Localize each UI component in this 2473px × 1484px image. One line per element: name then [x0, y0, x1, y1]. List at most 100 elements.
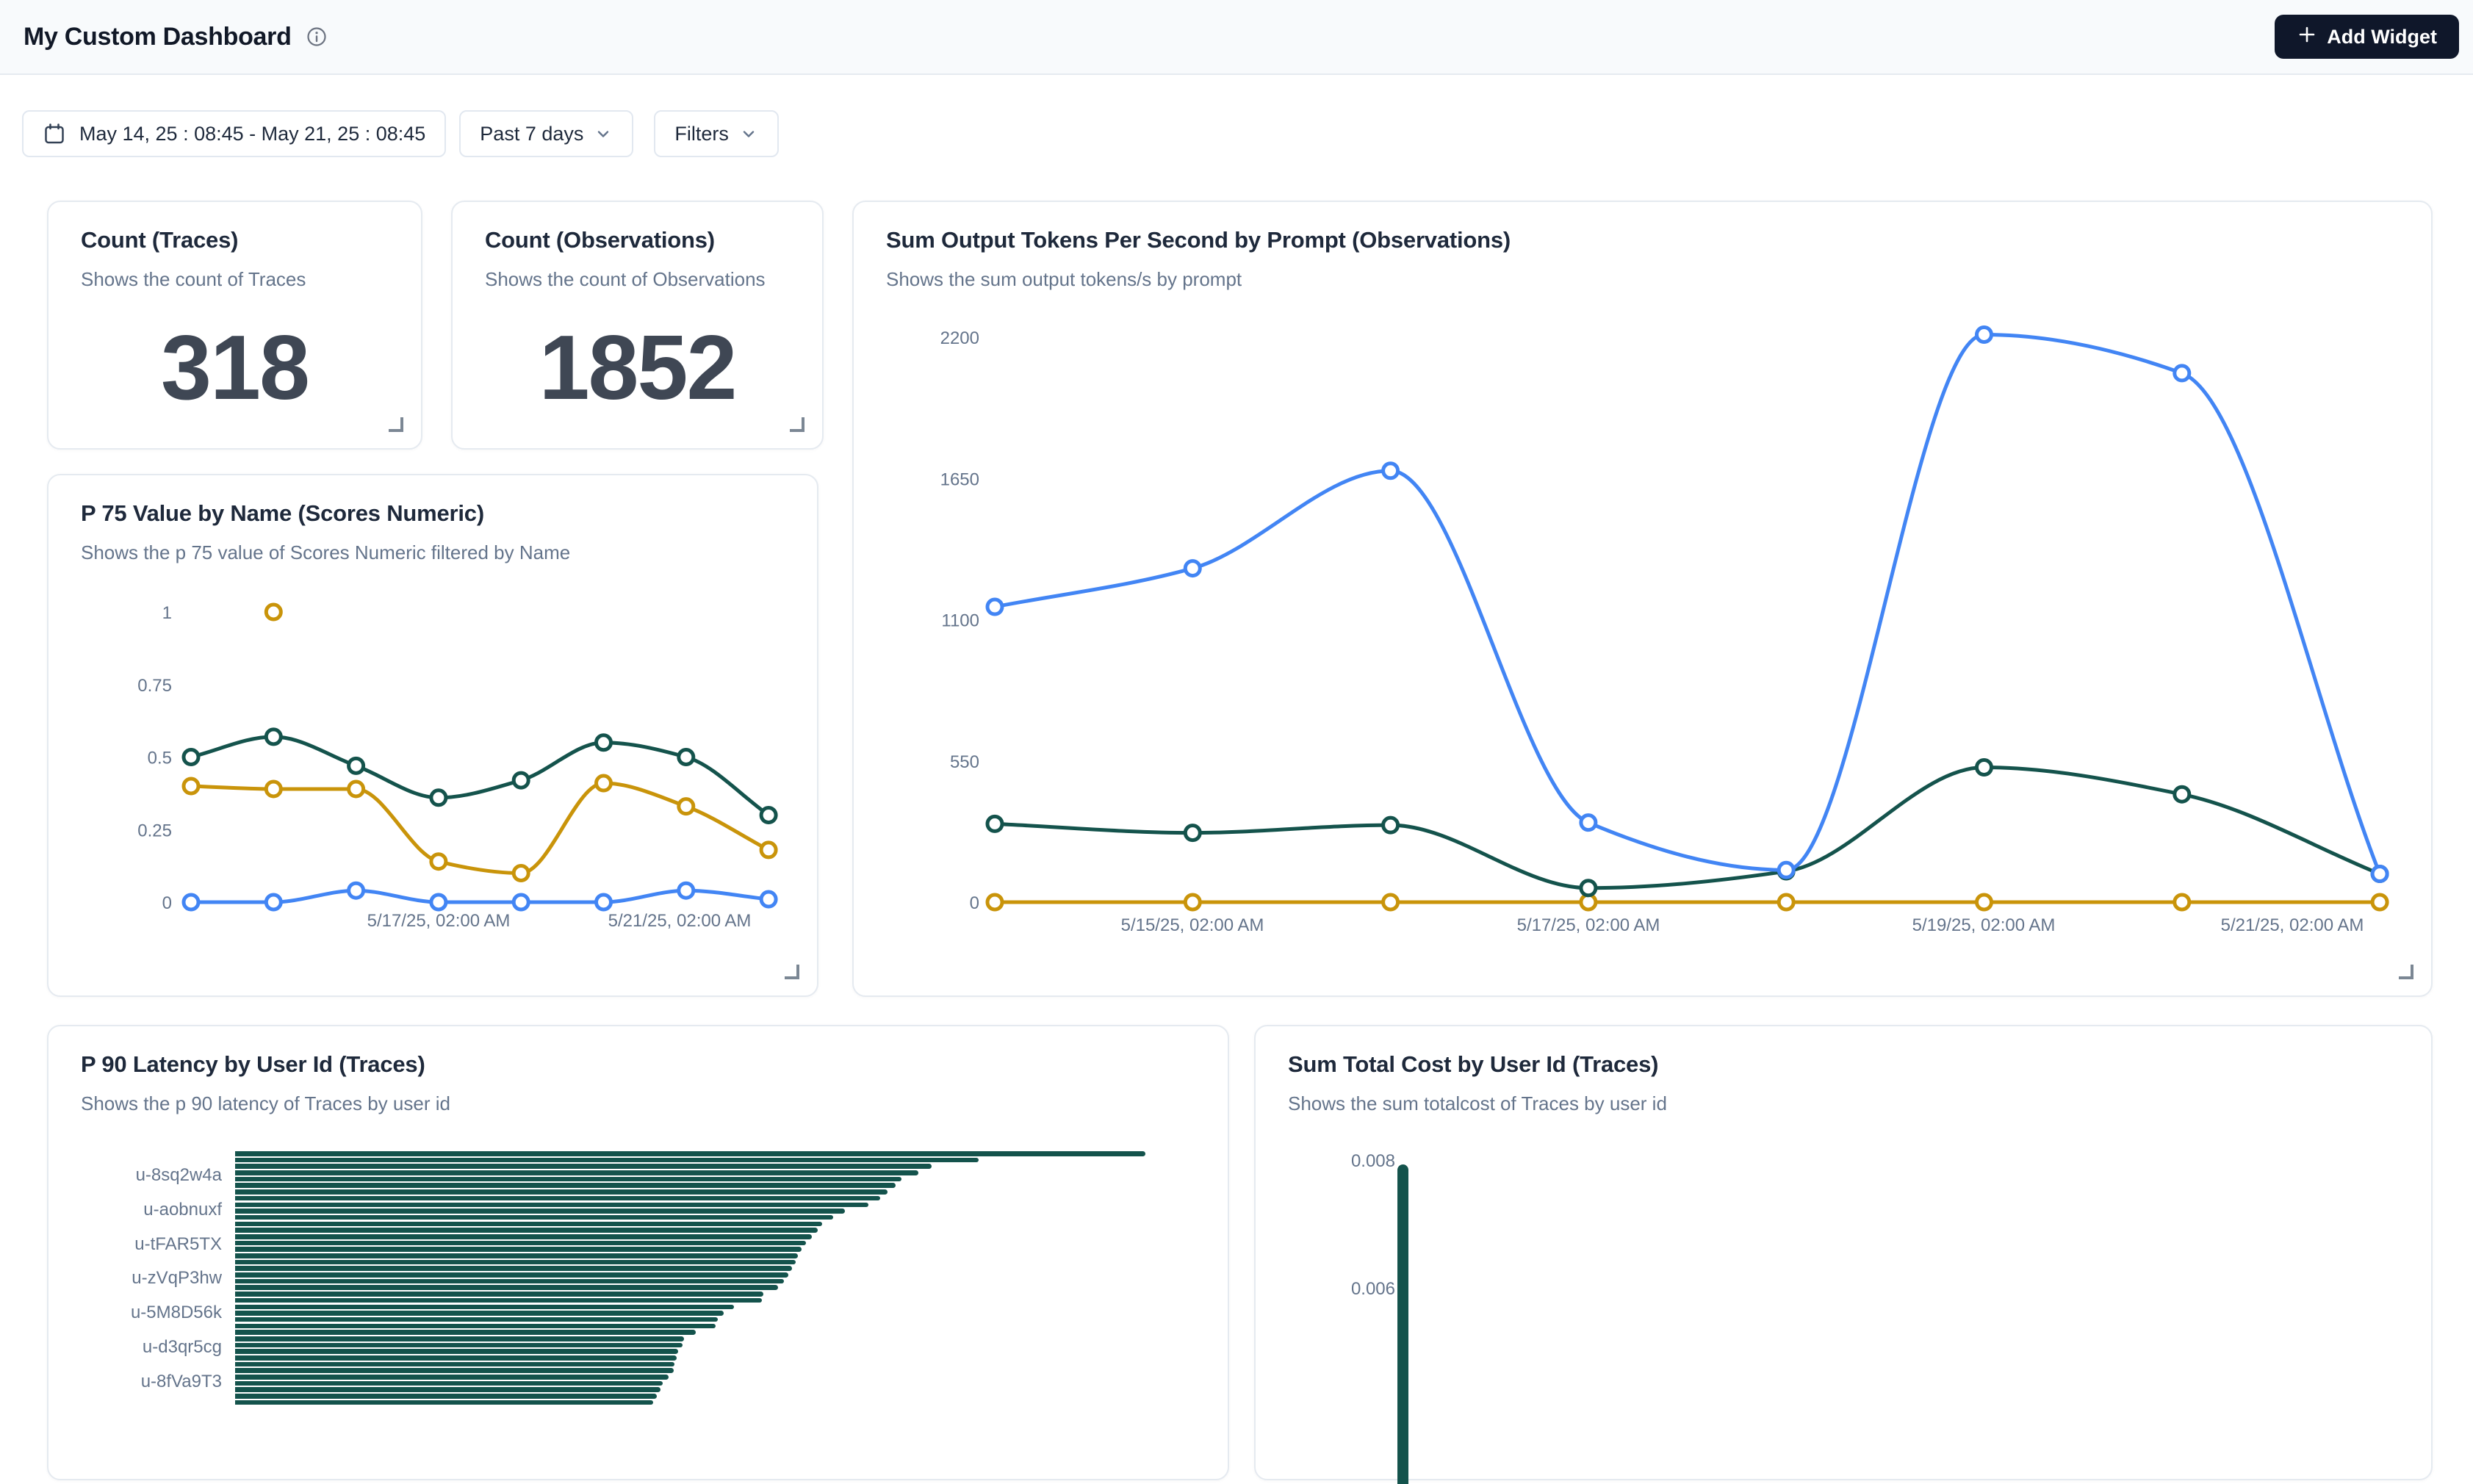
- point-name-gold[interactable]: [184, 779, 198, 793]
- point-prompt-teal[interactable]: [1581, 881, 1596, 896]
- p90-bar[interactable]: [235, 1375, 669, 1380]
- p90-bar[interactable]: [235, 1234, 812, 1239]
- p90-bar[interactable]: [235, 1164, 932, 1169]
- p90-bar[interactable]: [235, 1311, 724, 1316]
- p90-bar[interactable]: [235, 1203, 868, 1208]
- tokens-line-chart[interactable]: 05501100165022005/15/25, 02:00 AM5/17/25…: [854, 202, 2434, 998]
- point-name-blue[interactable]: [679, 883, 694, 898]
- p90-bar[interactable]: [235, 1381, 663, 1386]
- p90-bar[interactable]: [235, 1260, 796, 1265]
- p90-bar[interactable]: [235, 1196, 880, 1201]
- point-prompt-teal[interactable]: [1383, 818, 1398, 832]
- p90-bar[interactable]: [235, 1324, 716, 1329]
- resize-handle-icon[interactable]: [389, 417, 403, 432]
- p90-bar[interactable]: [235, 1183, 896, 1188]
- point-name-teal[interactable]: [679, 750, 694, 765]
- point-prompt-gold[interactable]: [1779, 895, 1793, 910]
- point-prompt-gold[interactable]: [2372, 895, 2387, 910]
- p90-bar[interactable]: [235, 1362, 674, 1367]
- point-name-blue[interactable]: [761, 892, 776, 907]
- p90-bar[interactable]: [235, 1400, 653, 1405]
- p90-bar[interactable]: [235, 1355, 677, 1361]
- p90-bar[interactable]: [235, 1394, 657, 1399]
- p90-bar[interactable]: [235, 1151, 1145, 1156]
- p90-bar[interactable]: [235, 1298, 762, 1303]
- p90-bar-chart-area[interactable]: [235, 1151, 1220, 1407]
- date-range-picker[interactable]: May 14, 25 : 08:45 - May 21, 25 : 08:45: [22, 110, 446, 157]
- point-name-gold[interactable]: [266, 782, 281, 796]
- p90-bar[interactable]: [235, 1387, 660, 1392]
- p90-bar[interactable]: [235, 1253, 798, 1258]
- point-name-blue[interactable]: [597, 895, 611, 910]
- point-name-teal[interactable]: [514, 773, 528, 788]
- point-name-teal[interactable]: [349, 758, 364, 773]
- point-prompt-teal[interactable]: [2175, 787, 2189, 802]
- point-prompt-gold[interactable]: [987, 895, 1002, 910]
- point-prompt-teal[interactable]: [987, 816, 1002, 831]
- point-prompt-gold[interactable]: [2175, 895, 2189, 910]
- point-prompt-teal[interactable]: [1185, 826, 1200, 840]
- p90-bar[interactable]: [235, 1285, 778, 1290]
- point-prompt-blue[interactable]: [1185, 561, 1200, 576]
- p90-bar[interactable]: [235, 1279, 784, 1284]
- point-name-teal[interactable]: [431, 790, 446, 805]
- p90-bar[interactable]: [235, 1241, 806, 1246]
- point-name-gold[interactable]: [431, 854, 446, 869]
- p90-bar[interactable]: [235, 1305, 734, 1310]
- point-name-teal[interactable]: [266, 730, 281, 744]
- p90-bar[interactable]: [235, 1189, 888, 1195]
- p90-bar[interactable]: [235, 1215, 833, 1220]
- resize-handle-icon[interactable]: [790, 417, 804, 432]
- point-prompt-blue[interactable]: [1977, 328, 1992, 342]
- add-widget-button[interactable]: Add Widget: [2275, 15, 2459, 59]
- p90-bar[interactable]: [235, 1349, 678, 1354]
- cost-bar[interactable]: [1397, 1164, 1408, 1484]
- point-prompt-blue[interactable]: [2175, 366, 2189, 381]
- p90-bar[interactable]: [235, 1158, 979, 1163]
- point-name-blue[interactable]: [184, 895, 198, 910]
- point-prompt-blue[interactable]: [2372, 867, 2387, 882]
- point-name-blue[interactable]: [431, 895, 446, 910]
- point-prompt-gold[interactable]: [1383, 895, 1398, 910]
- point-name-teal[interactable]: [597, 735, 611, 750]
- p90-bar[interactable]: [235, 1170, 918, 1175]
- point-name-teal[interactable]: [761, 808, 776, 823]
- p90-bar[interactable]: [235, 1272, 788, 1278]
- point-prompt-blue[interactable]: [1779, 862, 1793, 877]
- point-prompt-gold[interactable]: [1185, 895, 1200, 910]
- p90-bar[interactable]: [235, 1330, 696, 1335]
- point-name-gold[interactable]: [597, 776, 611, 790]
- p90-bar[interactable]: [235, 1247, 802, 1252]
- p75-line-chart[interactable]: 00.250.50.7515/17/25, 02:00 AM5/21/25, 0…: [48, 475, 820, 998]
- p90-bar[interactable]: [235, 1292, 763, 1297]
- resize-handle-icon[interactable]: [785, 965, 799, 979]
- point-prompt-gold[interactable]: [1977, 895, 1992, 910]
- point-prompt-blue[interactable]: [987, 599, 1002, 614]
- point-prompt-blue[interactable]: [1383, 464, 1398, 478]
- p90-bar[interactable]: [235, 1317, 718, 1322]
- p90-bar[interactable]: [235, 1368, 674, 1373]
- info-icon[interactable]: [306, 26, 327, 47]
- point-prompt-teal[interactable]: [1977, 760, 1992, 774]
- p90-bar[interactable]: [235, 1177, 901, 1182]
- time-preset-dropdown[interactable]: Past 7 days: [459, 110, 633, 157]
- x-axis-tick: 5/17/25, 02:00 AM: [1517, 915, 1660, 935]
- point-name-blue[interactable]: [266, 895, 281, 910]
- point-name-blue[interactable]: [514, 895, 528, 910]
- p90-bar[interactable]: [235, 1266, 792, 1271]
- p90-bar[interactable]: [235, 1222, 822, 1227]
- p90-bar[interactable]: [235, 1228, 818, 1233]
- filters-dropdown[interactable]: Filters: [654, 110, 779, 157]
- point-name-gold[interactable]: [349, 782, 364, 796]
- point-name-gold[interactable]: [679, 799, 694, 814]
- point-prompt-blue[interactable]: [1581, 815, 1596, 830]
- resize-handle-icon[interactable]: [2399, 965, 2413, 979]
- point-name-teal[interactable]: [184, 750, 198, 765]
- point-name-gold[interactable]: [761, 843, 776, 857]
- p90-bar[interactable]: [235, 1343, 683, 1348]
- point-name-gold[interactable]: [514, 866, 528, 881]
- point-name-gold-outlier[interactable]: [266, 605, 281, 619]
- p90-bar[interactable]: [235, 1336, 684, 1341]
- point-name-blue[interactable]: [349, 883, 364, 898]
- p90-bar[interactable]: [235, 1209, 845, 1214]
